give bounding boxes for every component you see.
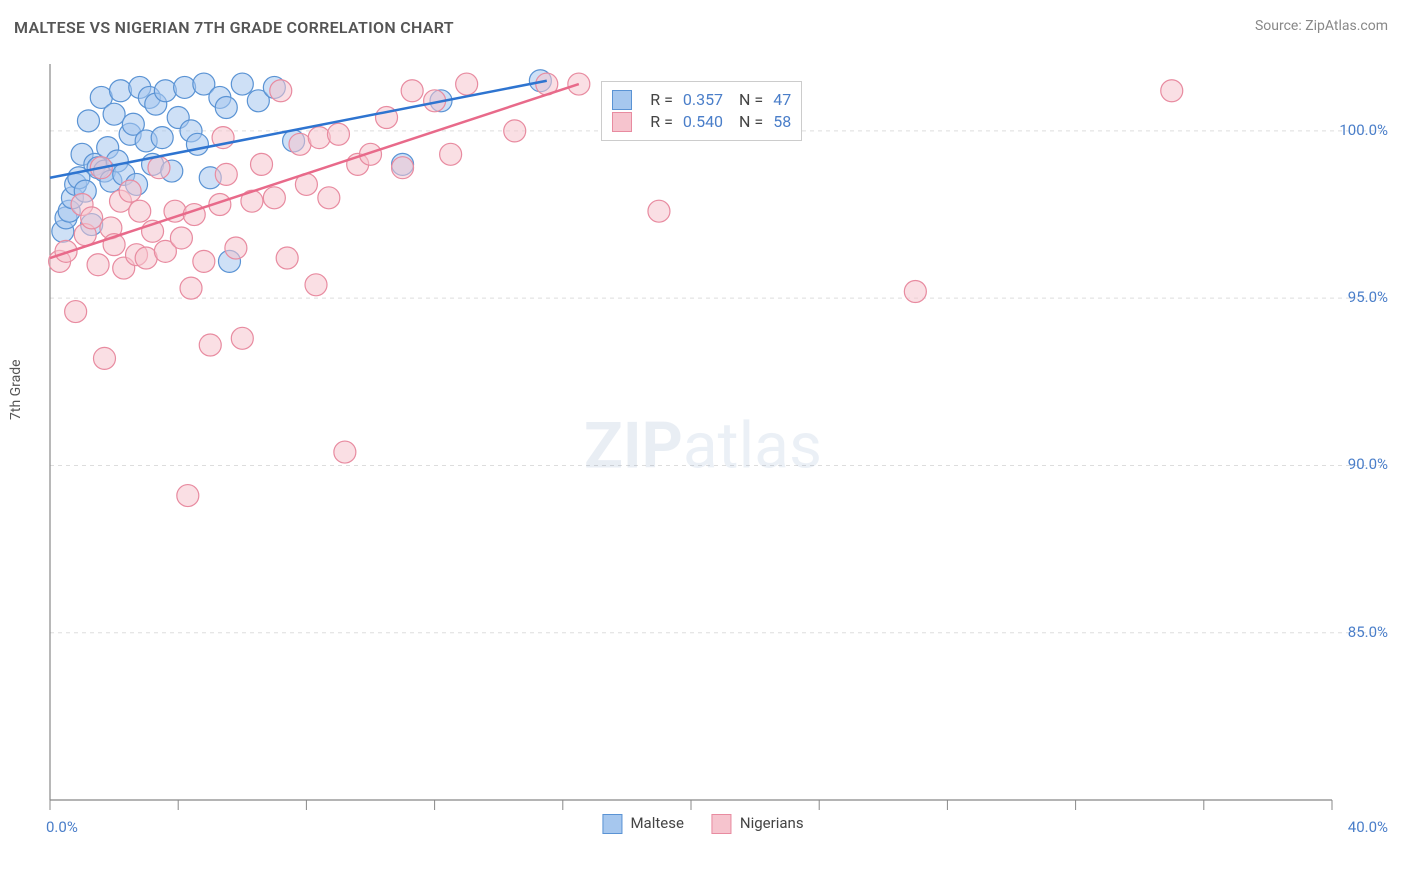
legend-label: Nigerians bbox=[740, 814, 804, 832]
scatter-point-nigerians bbox=[392, 157, 414, 179]
scatter-point-nigerians bbox=[215, 163, 237, 185]
scatter-point-nigerians bbox=[270, 80, 292, 102]
scatter-point-nigerians bbox=[193, 250, 215, 272]
scatter-point-nigerians bbox=[334, 441, 356, 463]
source-name: ZipAtlas.com bbox=[1305, 18, 1388, 34]
scatter-point-nigerians bbox=[456, 73, 478, 95]
legend-swatch bbox=[712, 814, 732, 834]
r-value: 0.540 bbox=[683, 112, 723, 131]
legend-item: Nigerians bbox=[712, 814, 804, 834]
stats-swatch bbox=[612, 112, 632, 132]
stats-row: R = 0.357 N = 47 bbox=[612, 90, 791, 110]
y-axis-label: 7th Grade bbox=[8, 359, 24, 420]
r-label: R = bbox=[650, 112, 673, 131]
y-tick-label: 85.0% bbox=[1348, 623, 1388, 641]
chart-title: MALTESE VS NIGERIAN 7TH GRADE CORRELATIO… bbox=[14, 18, 454, 37]
scatter-point-nigerians bbox=[251, 153, 273, 175]
scatter-point-maltese bbox=[174, 76, 196, 98]
scatter-point-nigerians bbox=[170, 227, 192, 249]
scatter-point-nigerians bbox=[180, 277, 202, 299]
y-tick-label: 95.0% bbox=[1348, 288, 1388, 306]
legend: Maltese Nigerians bbox=[602, 814, 803, 834]
r-value: 0.357 bbox=[683, 90, 723, 109]
r-label: R = bbox=[650, 90, 673, 109]
n-label: N = bbox=[739, 90, 763, 109]
scatter-point-nigerians bbox=[119, 180, 141, 202]
stats-row: R = 0.540 N = 58 bbox=[612, 112, 791, 132]
scatter-point-nigerians bbox=[199, 334, 221, 356]
scatter-point-nigerians bbox=[904, 280, 926, 302]
stats-swatch bbox=[612, 90, 632, 110]
scatter-point-nigerians bbox=[318, 187, 340, 209]
scatter-point-nigerians bbox=[568, 73, 590, 95]
scatter-point-nigerians bbox=[148, 157, 170, 179]
legend-swatch bbox=[602, 814, 622, 834]
correlation-stats-box: R = 0.357 N = 47 R = 0.540 N = 58 bbox=[601, 81, 802, 141]
scatter-point-maltese bbox=[110, 80, 132, 102]
scatter-point-maltese bbox=[151, 127, 173, 149]
scatter-point-nigerians bbox=[65, 301, 87, 323]
scatter-point-nigerians bbox=[1161, 80, 1183, 102]
n-value: 47 bbox=[773, 90, 791, 109]
scatter-point-nigerians bbox=[263, 187, 285, 209]
n-value: 58 bbox=[773, 112, 791, 131]
scatter-chart bbox=[46, 60, 1386, 820]
scatter-point-maltese bbox=[186, 133, 208, 155]
scatter-point-nigerians bbox=[440, 143, 462, 165]
scatter-point-nigerians bbox=[401, 80, 423, 102]
x-axis-max-label: 40.0% bbox=[1348, 818, 1388, 836]
scatter-point-maltese bbox=[215, 96, 237, 118]
scatter-point-nigerians bbox=[504, 120, 526, 142]
source-label: Source: bbox=[1255, 18, 1305, 34]
scatter-point-nigerians bbox=[327, 123, 349, 145]
scatter-point-nigerians bbox=[305, 274, 327, 296]
scatter-point-nigerians bbox=[225, 237, 247, 259]
scatter-point-nigerians bbox=[231, 327, 253, 349]
source-attribution: Source: ZipAtlas.com bbox=[1255, 18, 1388, 34]
scatter-point-maltese bbox=[77, 110, 99, 132]
scatter-point-nigerians bbox=[129, 200, 151, 222]
legend-item: Maltese bbox=[602, 814, 683, 834]
scatter-point-nigerians bbox=[177, 485, 199, 507]
scatter-point-maltese bbox=[154, 80, 176, 102]
scatter-point-maltese bbox=[231, 73, 253, 95]
scatter-point-nigerians bbox=[81, 207, 103, 229]
y-tick-label: 90.0% bbox=[1348, 455, 1388, 473]
x-axis-min-label: 0.0% bbox=[46, 818, 78, 836]
y-tick-label: 100.0% bbox=[1339, 121, 1388, 139]
scatter-point-nigerians bbox=[87, 254, 109, 276]
scatter-point-nigerians bbox=[308, 127, 330, 149]
scatter-point-nigerians bbox=[648, 200, 670, 222]
scatter-point-maltese bbox=[103, 103, 125, 125]
legend-label: Maltese bbox=[630, 814, 683, 832]
n-label: N = bbox=[739, 112, 763, 131]
scatter-point-nigerians bbox=[276, 247, 298, 269]
scatter-point-nigerians bbox=[93, 347, 115, 369]
